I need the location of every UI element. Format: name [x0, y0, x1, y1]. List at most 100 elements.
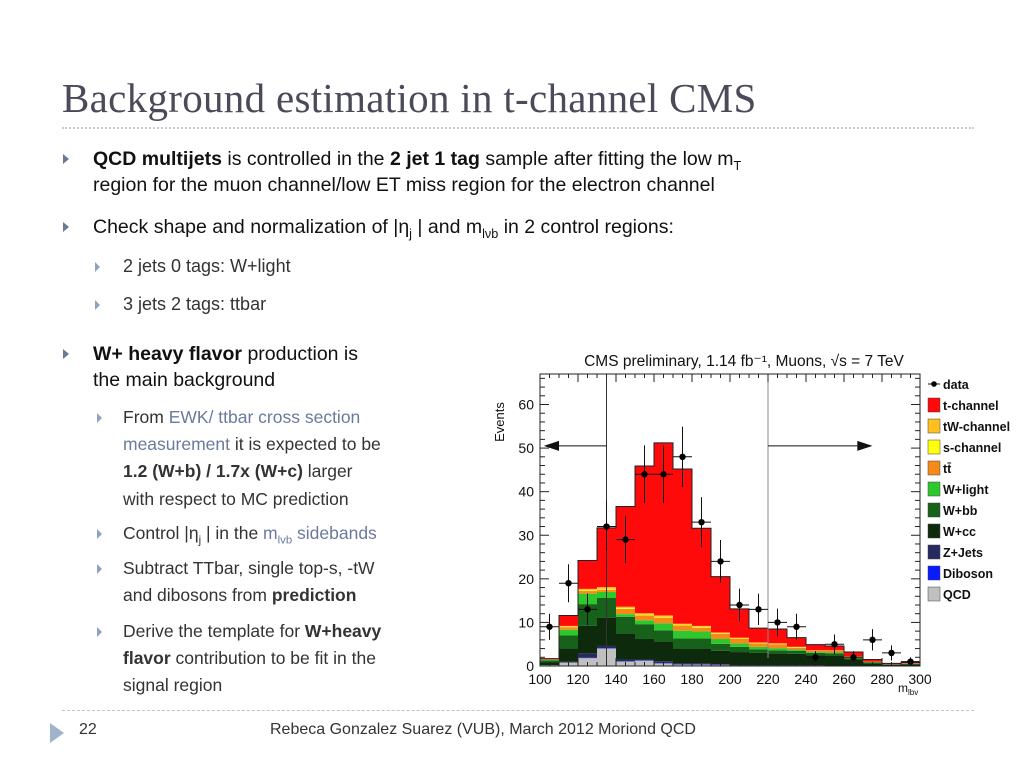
legend-label: tW-channel [943, 420, 1010, 434]
text: 2 jets 0 tags: W+light [123, 256, 291, 276]
bar-w-light [559, 629, 578, 636]
bar-z-jets [616, 659, 635, 662]
bar-w-bb [616, 616, 635, 634]
x-tick-label: 300 [908, 671, 932, 687]
footer-arrow-icon [50, 723, 64, 743]
data-point [863, 629, 882, 651]
bullet-arrow-icon [95, 262, 100, 272]
legend-label: Z+Jets [943, 546, 983, 560]
legend-swatch [927, 586, 941, 602]
legend-label: data [943, 378, 970, 392]
bar-t-channel [730, 608, 749, 638]
legend-label: t-channel [943, 399, 999, 413]
bar-w-bb [787, 650, 806, 654]
text: region for the muon channel/low ET miss … [93, 174, 715, 196]
bar-tt- [711, 633, 730, 639]
legend-swatch [927, 460, 941, 476]
text: sidebands [292, 523, 377, 543]
y-tick-label: 60 [518, 397, 534, 413]
bar-w-cc [559, 648, 578, 662]
data-marker [755, 606, 762, 613]
legend-swatch [927, 502, 941, 518]
y-tick-label: 20 [518, 571, 534, 587]
bullet-w-heavy-flavor: W+ heavy flavor production is the main b… [63, 341, 453, 393]
x-tick-label: 280 [870, 671, 894, 687]
bullet-arrow-icon [97, 413, 102, 423]
data-marker [812, 654, 819, 661]
bullet-arrow-icon [63, 349, 69, 359]
bar-t-channel [692, 528, 711, 626]
text: larger [302, 461, 353, 482]
legend-swatch [927, 544, 941, 560]
y-tick-label: 10 [518, 614, 534, 630]
text: Check shape and normalization of |η [93, 216, 410, 238]
legend-label: QCD [943, 588, 971, 602]
data-marker [717, 558, 724, 565]
x-tick-label: 240 [794, 671, 818, 687]
sidebands-link[interactable]: mlvb sidebands [263, 523, 377, 546]
y-tick-label: 50 [518, 440, 534, 456]
bar-tt- [673, 625, 692, 631]
measurement-link[interactable]: measurement [123, 434, 230, 455]
bar-w-cc [635, 638, 654, 660]
text: | and m [411, 216, 483, 238]
x-tick-label: 180 [680, 671, 704, 687]
bar-w-light [692, 631, 711, 639]
bold-text: flavor [123, 648, 171, 669]
mlbv-histogram-chart: CMS preliminary, 1.14 fb⁻¹, Muons, √s = … [492, 353, 1010, 697]
data-marker [888, 649, 895, 657]
bullet-qcd-multijets: QCD multijets is controlled in the 2 jet… [63, 146, 943, 198]
bar-tt- [616, 608, 635, 615]
text: signal region [123, 675, 223, 696]
bar-t-channel [673, 469, 692, 624]
bar-tw-channel [673, 623, 692, 625]
data-point [711, 540, 730, 583]
text: Control |η [123, 523, 199, 543]
data-marker [603, 523, 610, 530]
bar-tw-channel [616, 606, 635, 609]
data-marker [660, 471, 667, 478]
text: the main background [93, 369, 276, 391]
title-divider [62, 127, 974, 129]
legend-label: W+cc [943, 525, 976, 539]
bar-tt- [654, 617, 673, 624]
subscript: j [409, 226, 412, 241]
bar-t-channel [654, 442, 673, 616]
bar-t-channel [787, 637, 806, 647]
bar-w-bb [768, 650, 787, 654]
legend-label: tt̄ [943, 462, 952, 476]
data-marker [793, 623, 800, 630]
bar-tt- [559, 627, 578, 630]
data-marker [850, 654, 857, 661]
data-marker [546, 623, 553, 630]
bar-tw-channel [635, 613, 654, 615]
x-tick-label: 160 [642, 671, 666, 687]
data-point [635, 445, 654, 504]
ewk-link[interactable]: EWK/ ttbar cross section [168, 407, 361, 427]
legend-item: tt̄ [927, 460, 952, 476]
legend-item: data [928, 378, 970, 392]
legend-item: Z+Jets [927, 544, 983, 560]
data-point [559, 564, 578, 603]
bar-w-light [711, 638, 730, 644]
legend-item: tW-channel [927, 418, 1010, 434]
bar-tw-channel [730, 637, 749, 639]
text: Subtract TTbar, single top-s, -tW [123, 558, 375, 578]
sub-bullet-w-light: 2 jets 0 tags: W+light [95, 253, 291, 280]
text: with respect to MC prediction [123, 488, 349, 509]
subscript: lνb [482, 226, 499, 241]
legend-label: s-channel [943, 441, 1001, 455]
text: From [123, 407, 169, 427]
bullet-arrow-icon [95, 300, 100, 310]
bar-w-cc [692, 649, 711, 664]
arrow-head-left-icon [543, 440, 559, 451]
bar-t-channel [749, 628, 768, 643]
data-point [882, 645, 901, 661]
legend-label: W+light [943, 483, 989, 497]
y-tick-label: 40 [518, 484, 534, 500]
data-point [787, 613, 806, 640]
bar-tw-channel [578, 588, 597, 591]
text: contribution to be fit in the [170, 648, 376, 669]
data-marker [565, 579, 572, 587]
text: it is expected to be [230, 434, 381, 455]
